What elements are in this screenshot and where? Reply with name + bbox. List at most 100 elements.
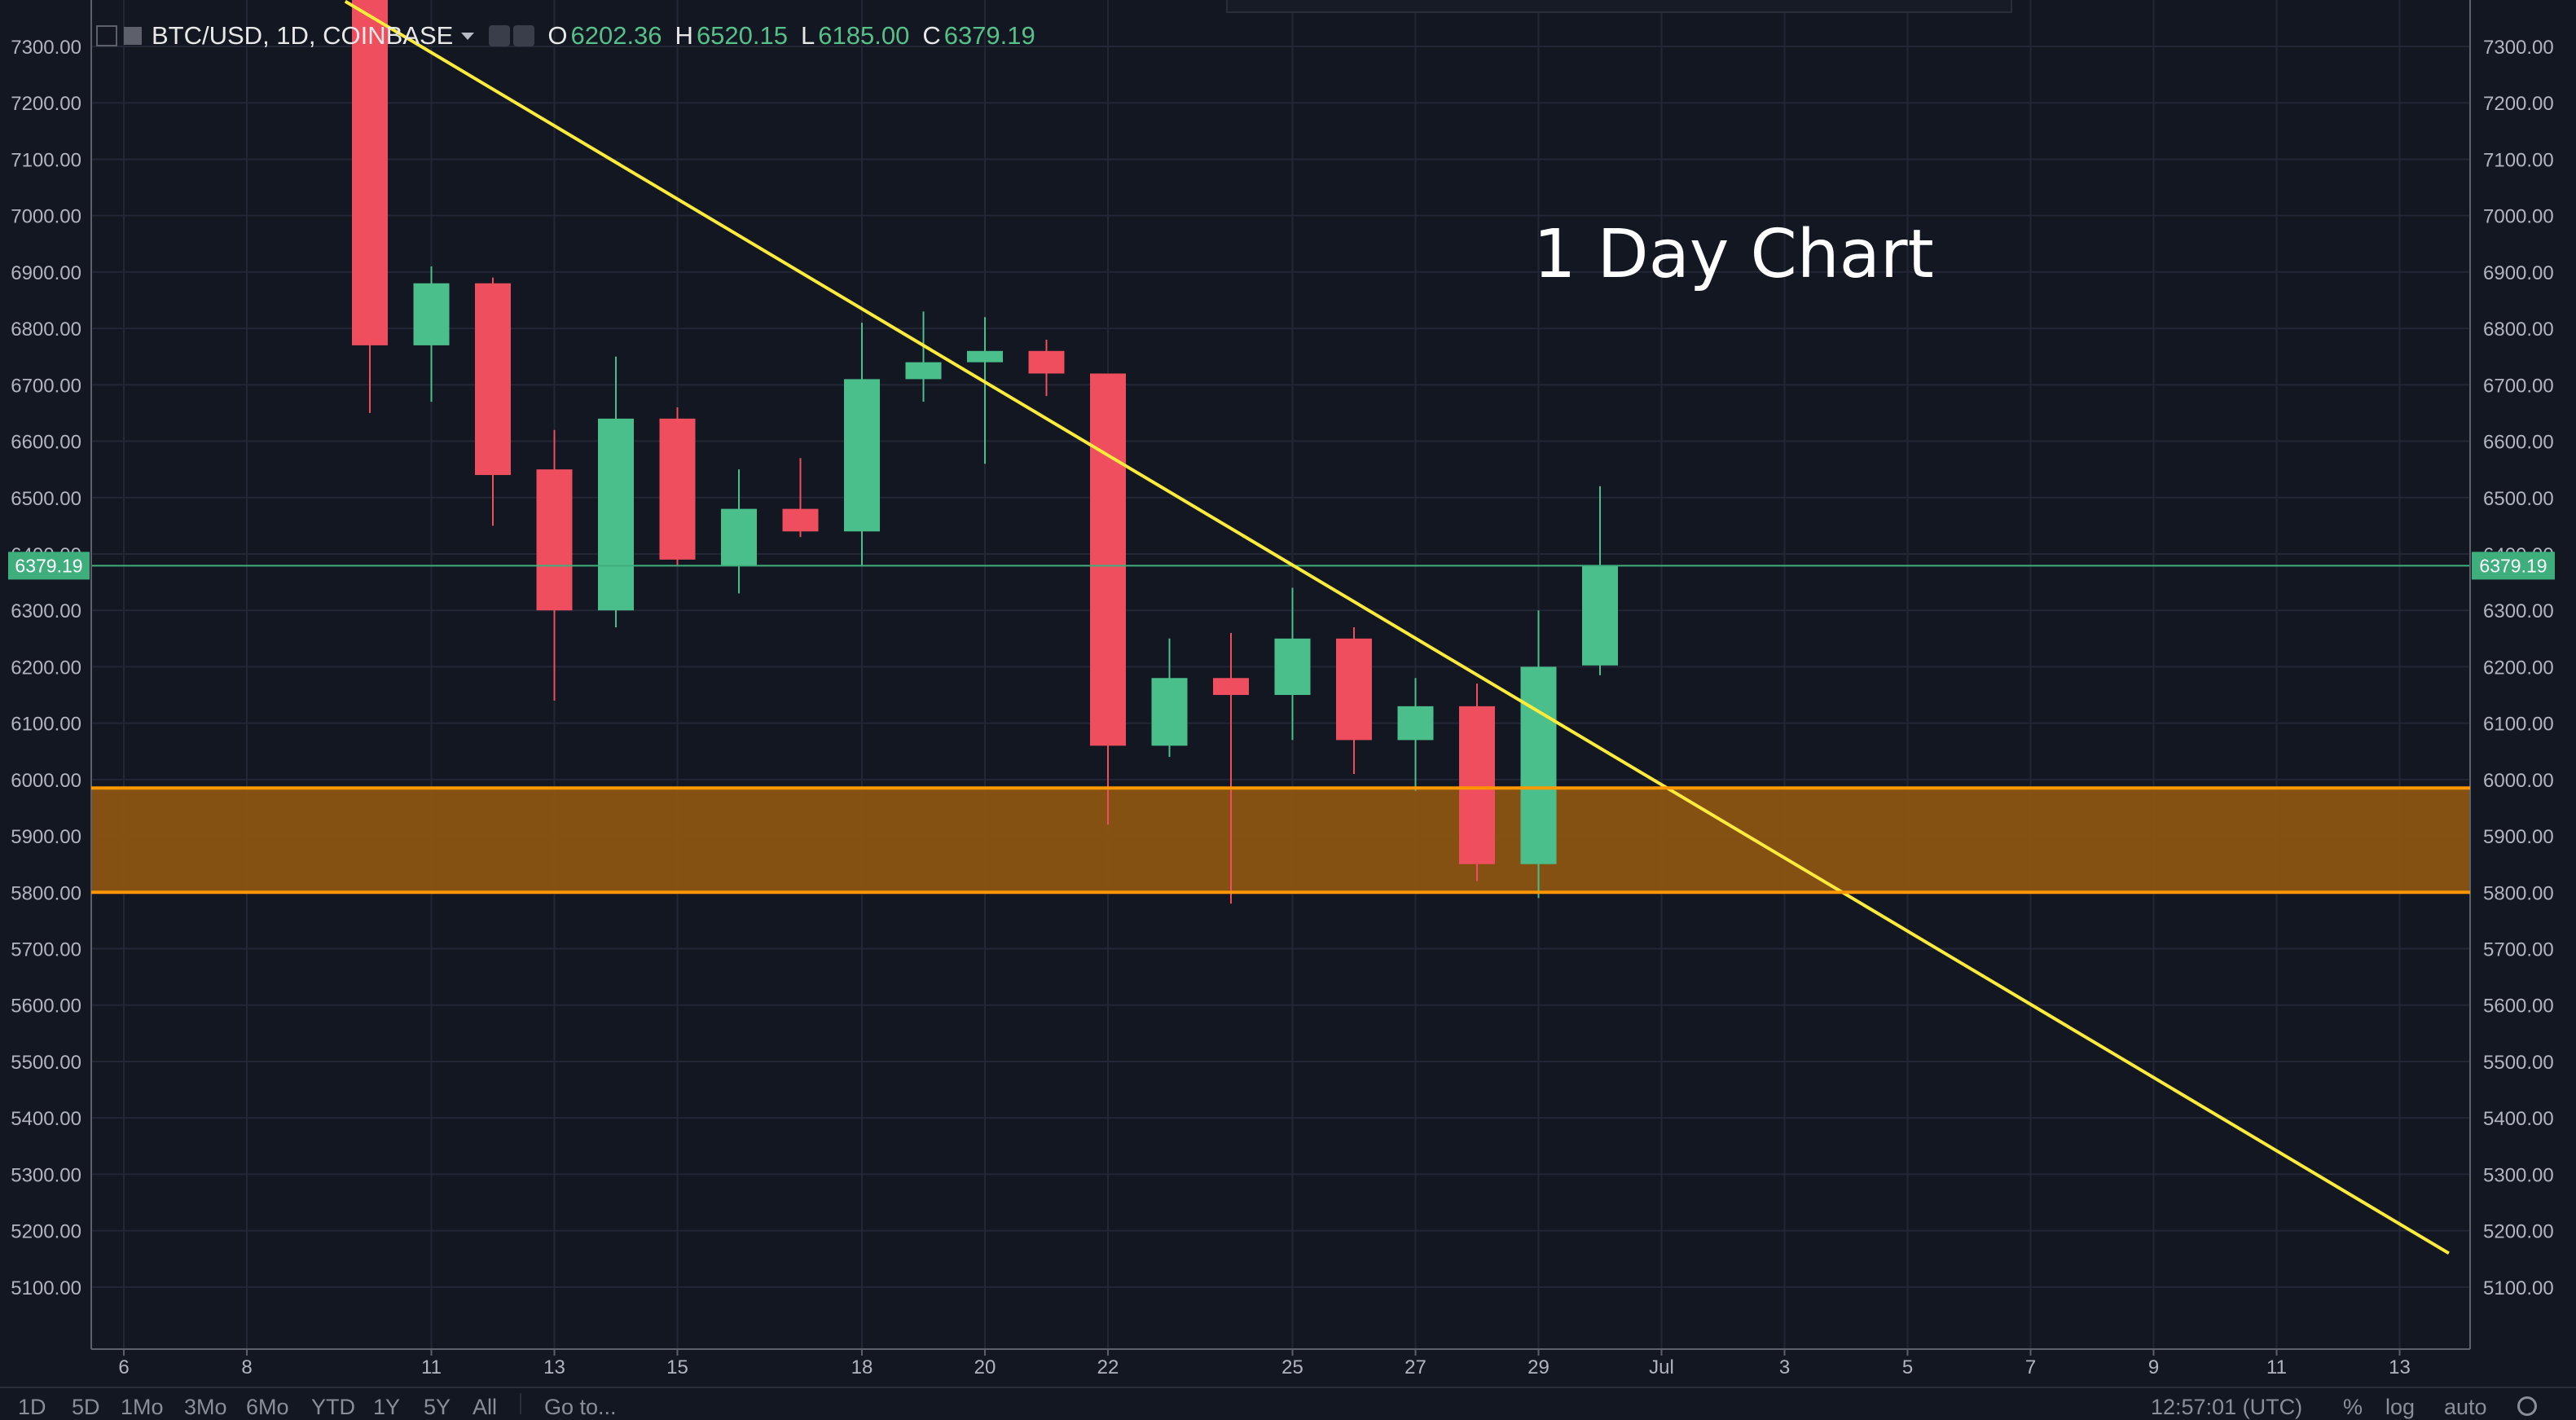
candle-body[interactable] [1275,639,1311,695]
left-price-tag: 6379.19 [8,552,90,579]
time-tick-label: 18 [851,1356,873,1378]
price-tick-label-right: 6900.00 [2483,262,2554,284]
price-tick-label-left: 5600.00 [11,996,81,1018]
low-value: 6185.00 [818,21,909,51]
candle-body[interactable] [1213,678,1249,695]
candle-body[interactable] [1398,706,1434,741]
utc-clock[interactable]: 12:57:01 (UTC) [2151,1395,2302,1420]
price-tick-label-left: 7200.00 [11,93,81,115]
log-toggle[interactable]: log [2385,1395,2415,1420]
time-tick-label: 5 [1902,1356,1913,1378]
low-label: L [801,21,815,51]
price-tick-label-left: 5800.00 [11,882,81,904]
time-tick-label: Jul [1649,1356,1674,1378]
toolbar-divider [520,1393,521,1414]
price-tick-label-left: 6700.00 [11,375,81,397]
auto-toggle[interactable]: auto [2444,1395,2487,1420]
candle-body[interactable] [660,419,696,560]
price-tick-label-right: 5700.00 [2483,939,2554,961]
eye-icon[interactable] [489,25,510,46]
settings-gear-icon[interactable] [2517,1396,2537,1416]
price-tick-label-left: 5700.00 [11,939,81,961]
price-tick-label-left: 6800.00 [11,319,81,341]
price-tick-label-right: 6200.00 [2483,657,2554,679]
price-tick-label-right: 6800.00 [2483,319,2554,341]
candle-body[interactable] [1029,351,1065,374]
symbol-label[interactable]: BTC/USD, 1D, COINBASE [152,21,453,51]
price-tick-label-left: 6200.00 [11,657,81,679]
price-tick-label-right: 7200.00 [2483,93,2554,115]
support-zone [91,788,2470,892]
candle-body[interactable] [1090,373,1126,745]
price-tick-label-left: 6300.00 [11,600,81,622]
time-tick-label: 11 [421,1356,442,1378]
range-5d[interactable]: 5D [72,1395,100,1420]
price-tick-label-right: 6500.00 [2483,488,2554,510]
chart-title-annotation[interactable]: 1 Day Chart [1533,216,1934,293]
goto-button[interactable]: Go to... [544,1395,617,1420]
price-tick-label-right: 7000.00 [2483,206,2554,228]
price-tick-label-right: 5400.00 [2483,1108,2554,1130]
left-price-tag-label: 6379.19 [15,555,82,576]
candle-body[interactable] [1459,706,1495,864]
time-tick-label: 9 [2148,1356,2159,1378]
price-tick-label-left: 5400.00 [11,1108,81,1130]
percent-toggle[interactable]: % [2343,1395,2363,1420]
price-tick-label-left: 5200.00 [11,1221,81,1243]
candle-body[interactable] [1152,678,1188,745]
price-tick-label-right: 5100.00 [2483,1277,2554,1299]
time-tick-label: 13 [543,1356,565,1378]
range-1d[interactable]: 1D [18,1395,46,1420]
collapse-legend-icon[interactable] [96,25,117,46]
time-tick-label: 8 [241,1356,252,1378]
time-tick-label: 7 [2025,1356,2036,1378]
chevron-down-icon[interactable] [461,33,474,40]
range-3mo[interactable]: 3Mo [184,1395,227,1420]
candle-body[interactable] [1582,565,1618,665]
price-tick-label-right: 5800.00 [2483,882,2554,904]
price-tick-label-right: 6100.00 [2483,714,2554,736]
gear-icon[interactable] [513,25,534,46]
candle-body[interactable] [1521,666,1557,864]
time-tick-label: 15 [666,1356,688,1378]
close-label: C [922,21,940,51]
range-5y[interactable]: 5Y [424,1395,451,1420]
price-tick-label-left: 5500.00 [11,1052,81,1074]
symbol-legend: BTC/USD, 1D, COINBASE O 6202.36 H 6520.1… [96,16,1035,55]
range-1y[interactable]: 1Y [373,1395,400,1420]
price-tick-label-right: 5500.00 [2483,1052,2554,1074]
range-1mo[interactable]: 1Mo [121,1395,164,1420]
price-tick-label-left: 5300.00 [11,1164,81,1186]
candle-body[interactable] [537,469,573,610]
candle-body[interactable] [598,419,634,610]
price-tick-label-right: 5900.00 [2483,826,2554,848]
time-tick-label: 29 [1528,1356,1550,1378]
price-tick-label-right: 5300.00 [2483,1164,2554,1186]
range-all[interactable]: All [473,1395,497,1420]
candle-body[interactable] [1336,639,1372,741]
range-ytd[interactable]: YTD [311,1395,355,1420]
candle-body[interactable] [783,509,819,532]
candle-body[interactable] [906,363,942,380]
candle-body[interactable] [475,284,511,475]
candle-body[interactable] [844,379,880,531]
top-panel-edge [1226,0,2012,13]
candle-body[interactable] [721,509,757,565]
candle-body[interactable] [967,351,1003,363]
right-price-tag: 6379.19 [2472,552,2555,579]
range-6mo[interactable]: 6Mo [246,1395,289,1420]
price-tick-label-left: 6600.00 [11,432,81,454]
candle-body[interactable] [414,284,450,345]
time-tick-label: 13 [2389,1356,2411,1378]
price-tick-label-left: 6100.00 [11,714,81,736]
close-value: 6379.19 [944,21,1035,51]
time-tick-label: 6 [118,1356,129,1378]
time-tick-label: 22 [1097,1356,1119,1378]
price-tick-label-left: 5100.00 [11,1277,81,1299]
price-tick-label-right: 5200.00 [2483,1221,2554,1243]
price-tick-label-left: 5900.00 [11,826,81,848]
bottom-toolbar: 1D 5D 1Mo 3Mo 6Mo YTD 1Y 5Y All Go to...… [0,1387,2576,1414]
price-tick-label-left: 7100.00 [11,149,81,171]
open-value: 6202.36 [570,21,662,51]
